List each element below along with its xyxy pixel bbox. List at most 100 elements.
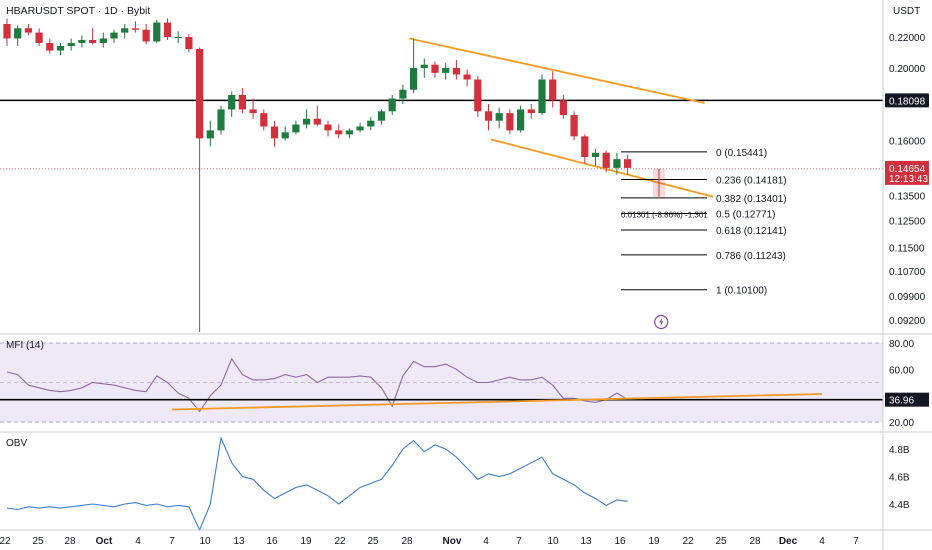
candle-body bbox=[442, 67, 450, 73]
mfi-axis-tick: 80.00 bbox=[889, 339, 914, 350]
candle-body bbox=[581, 136, 589, 158]
candle-body bbox=[324, 124, 332, 131]
candle-body bbox=[249, 109, 257, 114]
candle-body bbox=[303, 118, 311, 125]
candle-body bbox=[559, 100, 567, 116]
candle-body bbox=[281, 132, 289, 139]
candle-body bbox=[399, 89, 407, 99]
mfi-line bbox=[6, 357, 628, 413]
price-axis-tick: 0.10700 bbox=[889, 267, 926, 278]
candle-body bbox=[206, 130, 214, 139]
obv-title: OBV bbox=[6, 438, 28, 449]
price-axis-tick: 0.22000 bbox=[889, 33, 926, 44]
last-price-label: 0.14654 bbox=[889, 164, 926, 175]
fib-level-label: 0.382 (0.13401) bbox=[716, 194, 787, 205]
candle-body bbox=[24, 28, 32, 33]
candle-body bbox=[163, 22, 172, 37]
candle-body bbox=[313, 118, 321, 125]
candle-body bbox=[46, 42, 54, 51]
fib-level-label: 0.5 (0.12771) bbox=[716, 210, 776, 221]
candle-body bbox=[56, 45, 65, 51]
time-axis-tick: 16 bbox=[266, 536, 278, 547]
candle-body bbox=[14, 28, 22, 39]
fib-level-label: 0 (0.15441) bbox=[716, 148, 767, 159]
candle-body bbox=[217, 109, 225, 131]
candle-body bbox=[3, 23, 11, 39]
candle-body bbox=[228, 95, 236, 110]
candle-body bbox=[538, 79, 546, 114]
time-axis-tick: 7 bbox=[516, 536, 522, 547]
fib-level-label: 0.236 (0.14181) bbox=[716, 176, 787, 187]
price-pane: 0 (0.15441) 0.236 (0.14181) 0.382 (0.13401… bbox=[0, 18, 883, 332]
candle-body bbox=[602, 152, 610, 168]
candle-body bbox=[185, 37, 193, 50]
time-axis-tick: 22 bbox=[334, 536, 346, 547]
time-axis-tick: 25 bbox=[715, 536, 727, 547]
time-axis-tick: Nov bbox=[443, 536, 462, 547]
candle-body bbox=[356, 126, 364, 131]
candle-body bbox=[142, 29, 150, 42]
price-axis-tick: 0.09900 bbox=[889, 292, 926, 303]
candle-body bbox=[549, 79, 557, 101]
last-price-badge bbox=[885, 160, 929, 185]
price-axis-tick: 0.11500 bbox=[889, 244, 925, 255]
mfi-level-badge bbox=[885, 392, 929, 407]
obv-line bbox=[6, 436, 628, 532]
candle-body bbox=[410, 67, 418, 90]
mfi-axis-tick: 20.00 bbox=[889, 418, 914, 429]
time-axis-tick: 25 bbox=[32, 536, 44, 547]
time-axis-tick: 10 bbox=[199, 536, 211, 547]
time-axis-tick: 19 bbox=[648, 536, 660, 547]
candle-body bbox=[431, 64, 439, 73]
obv-pane bbox=[6, 436, 628, 532]
candle-body bbox=[474, 79, 482, 112]
candle-body bbox=[99, 38, 107, 43]
fib-level-label: 0.618 (0.12141) bbox=[716, 226, 787, 237]
time-axis-tick: 13 bbox=[580, 536, 592, 547]
price-axis-tick: 0.09200 bbox=[889, 316, 926, 327]
time-axis-tick: 7 bbox=[169, 536, 175, 547]
time-axis-tick: 25 bbox=[367, 536, 379, 547]
candle-body bbox=[506, 113, 514, 131]
time-axis-tick: 10 bbox=[547, 536, 559, 547]
chart-title: HBARUSDT SPOT · 1D · Bybit bbox=[6, 5, 151, 17]
candle-body bbox=[292, 124, 300, 133]
price-axis-tick: 0.16000 bbox=[889, 136, 926, 147]
candle-body bbox=[495, 113, 503, 121]
mfi-pane bbox=[0, 342, 883, 423]
mfi-title: MFI (14) bbox=[6, 340, 44, 351]
candle-body bbox=[527, 109, 535, 114]
time-axis-tick: 4 bbox=[483, 536, 489, 547]
mfi-level-label: 36.96 bbox=[889, 396, 914, 407]
measure-label: 0.01301 (-8.86%) -1,301 bbox=[621, 211, 708, 220]
candle-body bbox=[110, 32, 118, 39]
candle-body bbox=[420, 64, 428, 68]
countdown-label: 12:13:43 bbox=[889, 174, 928, 185]
candle-body bbox=[196, 49, 204, 139]
mfi-axis-tick: 60.00 bbox=[889, 365, 914, 376]
time-axis-tick: 28 bbox=[749, 536, 761, 547]
candle-body bbox=[452, 67, 460, 75]
candle-body bbox=[35, 32, 43, 43]
currency-label: USDT bbox=[893, 6, 921, 17]
channel-lower-line bbox=[490, 138, 714, 198]
price-axis-tick: 0.12500 bbox=[889, 217, 926, 228]
time-axis-tick: 28 bbox=[401, 536, 413, 547]
candle-body bbox=[591, 152, 600, 158]
time-axis-tick: 22 bbox=[0, 536, 11, 547]
channel-upper-line bbox=[409, 37, 705, 104]
time-axis-tick: 4 bbox=[819, 536, 825, 547]
candle-body bbox=[153, 22, 161, 42]
level-price-label: 0.18098 bbox=[889, 96, 926, 107]
time-axis-tick: 7 bbox=[853, 536, 859, 547]
candle-body bbox=[367, 120, 375, 127]
candle-body bbox=[345, 130, 353, 135]
candle-body bbox=[388, 98, 396, 112]
fib-level-label: 0.786 (0.11243) bbox=[716, 251, 786, 262]
candle-body bbox=[570, 115, 578, 137]
obv-axis-tick: 4.6B bbox=[889, 473, 910, 484]
time-axis-tick: 22 bbox=[682, 536, 694, 547]
time-axis-tick: Oct bbox=[96, 536, 113, 547]
